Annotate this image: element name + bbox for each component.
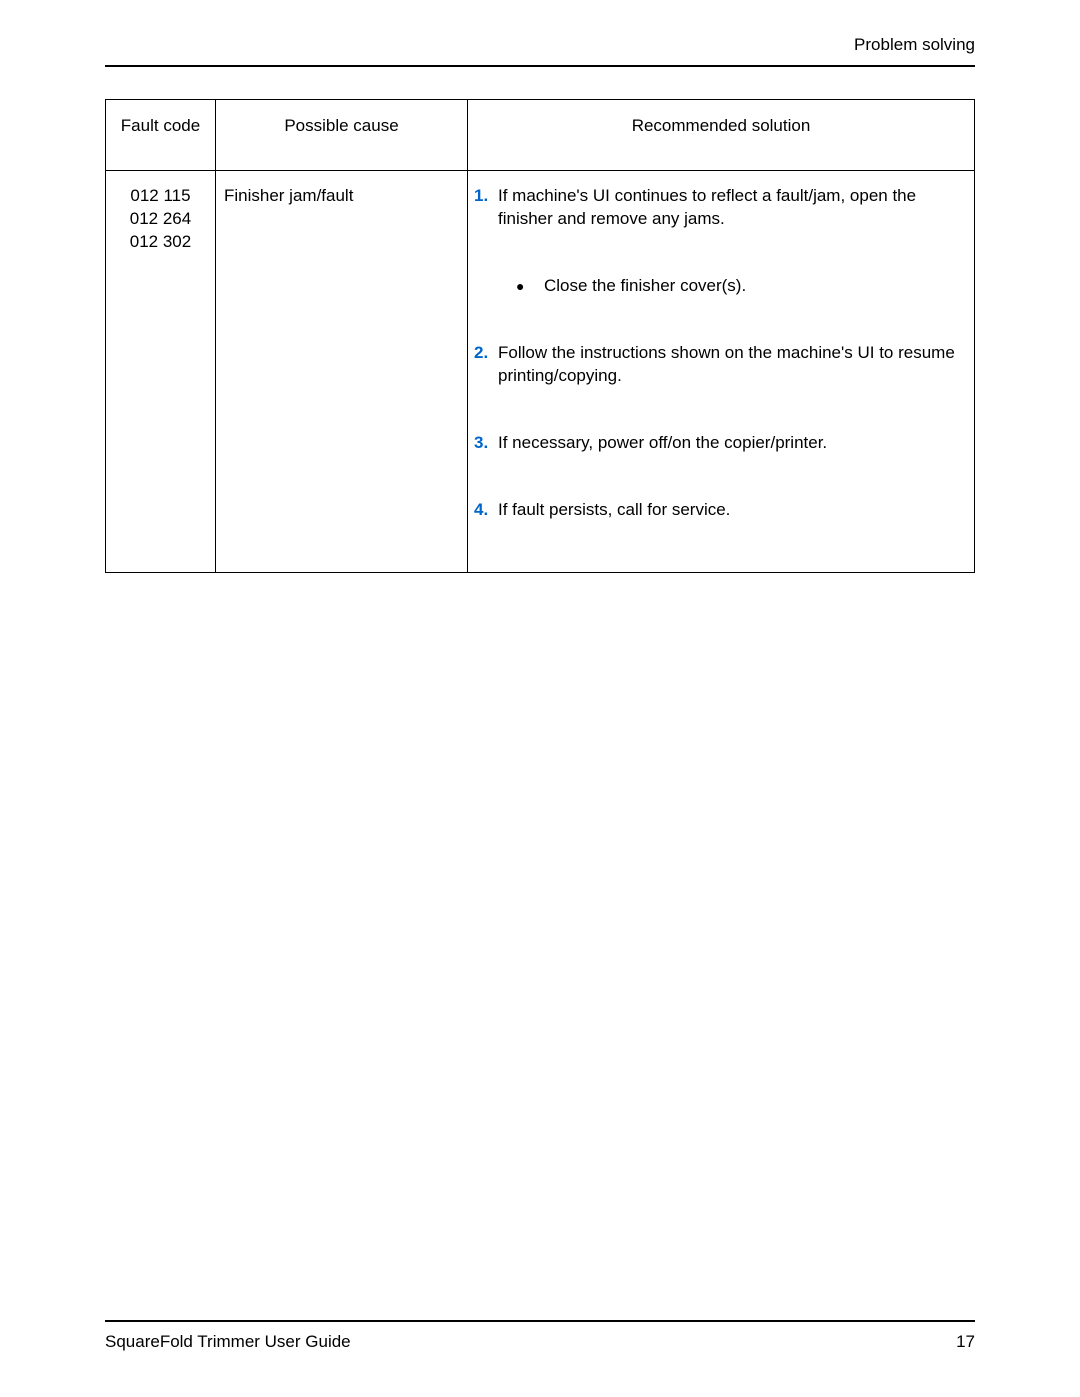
fault-code: 012 302 xyxy=(114,231,207,254)
step-text: If fault persists, call for service. xyxy=(498,499,968,522)
footer-rule xyxy=(105,1320,975,1322)
solution-sub-bullet: ● Close the finisher cover(s). xyxy=(474,275,968,298)
solution-list: 1. If machine's UI continues to reflect … xyxy=(474,185,968,522)
section-title: Problem solving xyxy=(854,35,975,55)
possible-cause-cell: Finisher jam/fault xyxy=(216,171,468,573)
step-text: If necessary, power off/on the copier/pr… xyxy=(498,432,968,455)
fault-code-cell: 012 115 012 264 012 302 xyxy=(106,171,216,573)
col-fault-code: Fault code xyxy=(106,100,216,171)
fault-code: 012 115 xyxy=(114,185,207,208)
fault-table-container: Fault code Possible cause Recommended so… xyxy=(105,99,975,573)
solution-cell: 1. If machine's UI continues to reflect … xyxy=(468,171,975,573)
fault-table: Fault code Possible cause Recommended so… xyxy=(105,99,975,573)
page-header: Problem solving xyxy=(105,35,975,75)
step-text: Follow the instructions shown on the mac… xyxy=(498,342,968,388)
page-footer: SquareFold Trimmer User Guide 17 xyxy=(105,1320,975,1352)
table-row: 012 115 012 264 012 302 Finisher jam/fau… xyxy=(106,171,975,573)
footer-page-number: 17 xyxy=(956,1332,975,1352)
table-header-row: Fault code Possible cause Recommended so… xyxy=(106,100,975,171)
solution-step: 2. Follow the instructions shown on the … xyxy=(474,342,968,388)
solution-step: 1. If machine's UI continues to reflect … xyxy=(474,185,968,231)
step-number: 3. xyxy=(474,432,498,455)
step-number: 4. xyxy=(474,499,498,522)
header-rule xyxy=(105,65,975,67)
col-recommended-solution: Recommended solution xyxy=(468,100,975,171)
col-possible-cause: Possible cause xyxy=(216,100,468,171)
sub-bullet-text: Close the finisher cover(s). xyxy=(544,275,968,298)
step-text: If machine's UI continues to reflect a f… xyxy=(498,185,968,231)
footer-doc-title: SquareFold Trimmer User Guide xyxy=(105,1332,351,1352)
step-number: 1. xyxy=(474,185,498,231)
step-number: 2. xyxy=(474,342,498,388)
solution-step: 4. If fault persists, call for service. xyxy=(474,499,968,522)
fault-code: 012 264 xyxy=(114,208,207,231)
possible-cause-text: Finisher jam/fault xyxy=(224,186,353,205)
bullet-icon: ● xyxy=(516,275,544,298)
solution-step: 3. If necessary, power off/on the copier… xyxy=(474,432,968,455)
